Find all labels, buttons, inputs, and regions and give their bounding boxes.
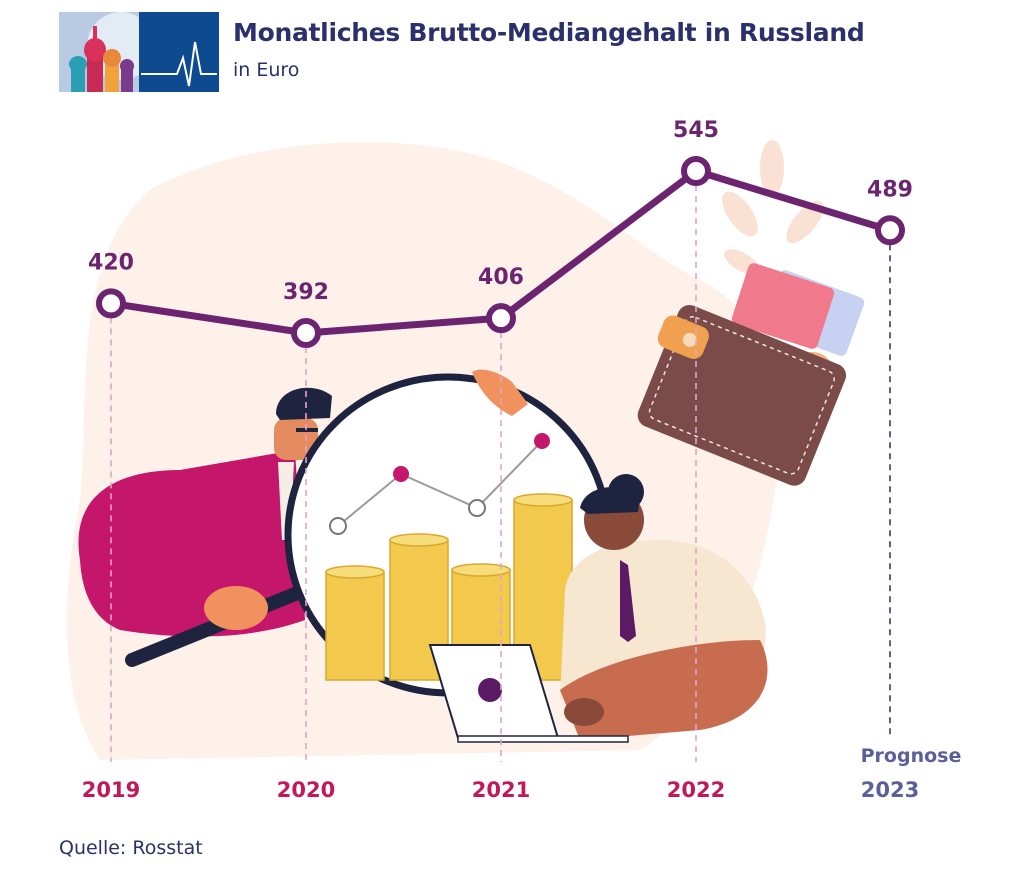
data-label: 489 [867, 177, 913, 202]
source-note: Quelle: Rosstat [59, 837, 203, 859]
data-point [96, 288, 126, 319]
kremlin-ecg-logo-icon [59, 12, 219, 92]
forecast-line [692, 167, 894, 234]
chart-subtitle: in Euro [233, 59, 300, 81]
guide-lines [110, 185, 891, 762]
wallet-illustration [637, 263, 865, 486]
data-label: 406 [478, 265, 524, 290]
data-point [486, 303, 516, 334]
data-point [875, 215, 905, 246]
leaves-decoration [722, 140, 824, 275]
chart-title: Monatliches Brutto-Mediangehalt in Russl… [233, 18, 865, 47]
x-tick-label: 2022 [667, 778, 725, 802]
data-label: 545 [673, 118, 719, 143]
data-point [681, 156, 711, 186]
data-point [291, 318, 321, 348]
x-tick-label: 2023 [861, 778, 919, 802]
x-tick-label: 2019 [82, 778, 140, 802]
x-tick-label: 2020 [277, 778, 335, 802]
x-axis-labels: 2019 2020 2021 2022 2023 [82, 778, 919, 802]
man-with-magnifier-illustration [78, 387, 332, 667]
x-tick-label: 2021 [472, 778, 530, 802]
data-markers [96, 156, 905, 348]
woman-with-laptop-illustration [428, 474, 768, 743]
data-label: 392 [283, 280, 329, 305]
data-label: 420 [88, 250, 134, 275]
logo [59, 12, 219, 92]
series-line [107, 167, 700, 337]
value-labels: 420 392 406 545 489 [88, 118, 913, 305]
forecast-note: Prognose [861, 745, 962, 767]
